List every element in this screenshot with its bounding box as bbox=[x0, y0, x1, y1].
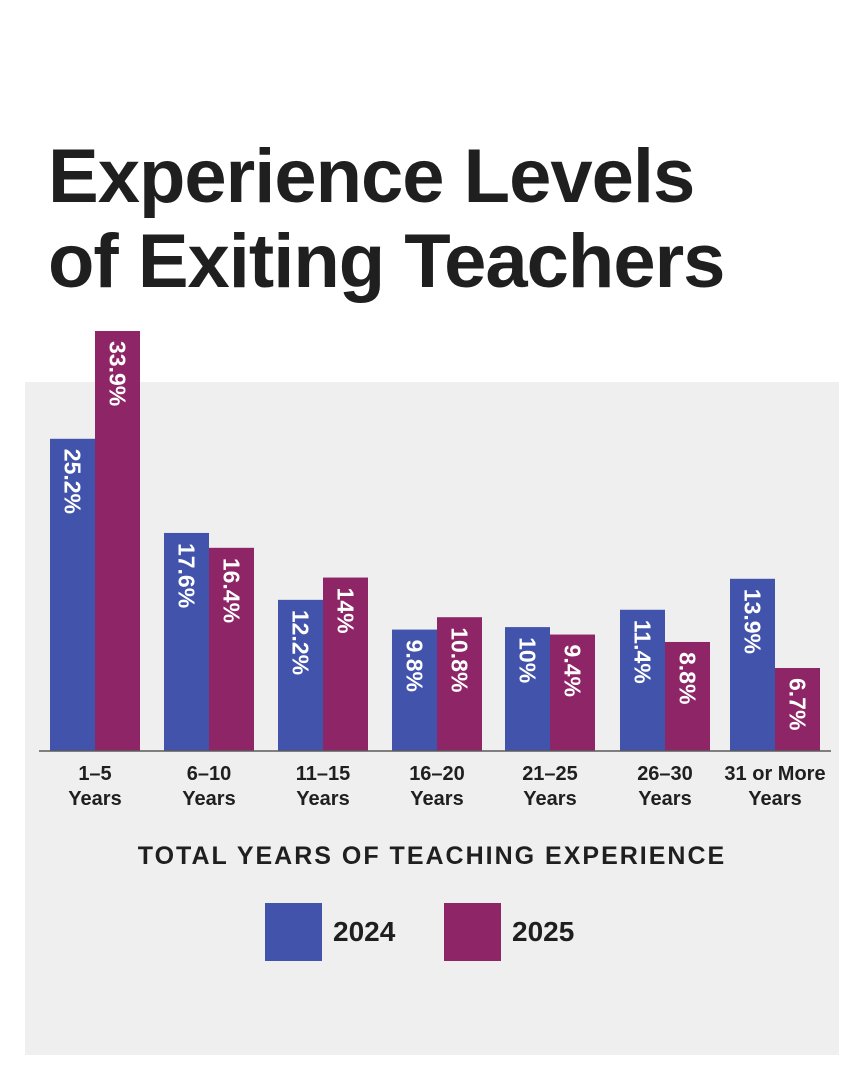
category-label-2-line-1: 11–15 bbox=[296, 763, 351, 785]
category-label-5-line-2: Years bbox=[638, 788, 691, 810]
category-label-3-line-2: Years bbox=[410, 788, 463, 810]
bar-2024-1 bbox=[164, 532, 209, 751]
chart-title-line-1: Experience Levels bbox=[48, 134, 695, 219]
bar-2024-6 bbox=[730, 578, 775, 751]
legend-item-2025: 2025 bbox=[444, 903, 574, 961]
bar-2024-4 bbox=[505, 627, 550, 751]
legend-label-2024: 2024 bbox=[333, 916, 396, 947]
legend-item-2024: 2024 bbox=[265, 903, 395, 961]
bar-2024-3 bbox=[392, 629, 437, 751]
bar-2025-5 bbox=[665, 641, 710, 751]
bar-value-label-2025-3: 10.8% bbox=[447, 627, 473, 692]
bar-2025-3 bbox=[437, 617, 482, 751]
legend-label-2025: 2025 bbox=[512, 916, 575, 947]
category-label-5-line-1: 26–30 bbox=[637, 763, 693, 785]
bar-value-label-2025-0: 33.9% bbox=[105, 341, 131, 406]
bar-value-label-2025-1: 16.4% bbox=[219, 558, 245, 623]
bar-value-label-2025-2: 14% bbox=[333, 588, 359, 634]
bar-value-label-2024-6: 13.9% bbox=[740, 589, 766, 654]
category-label-3-line-1: 16–20 bbox=[409, 763, 465, 785]
category-label-6-line-1: 31 or More bbox=[724, 763, 825, 785]
bar-2025-4 bbox=[550, 634, 595, 751]
category-label-1-line-1: 6–10 bbox=[187, 763, 232, 785]
legend-swatch-2025 bbox=[444, 903, 501, 961]
category-label-1-line-2: Years bbox=[182, 788, 235, 810]
chart-title: Experience Levels of Exiting Teachers bbox=[48, 134, 848, 304]
bar-value-label-2024-4: 10% bbox=[515, 637, 541, 683]
bar-value-label-2024-3: 9.8% bbox=[402, 640, 428, 692]
category-labels-group: 1–5 Years 6–10 Years 11–15 Years 16–20 Years 21–… bbox=[68, 763, 825, 810]
bar-value-label-2025-5: 8.8% bbox=[675, 652, 701, 704]
x-axis-label: TOTAL YEARS OF TEACHING EXPERIENCE bbox=[137, 842, 727, 870]
bar-value-label-2024-0: 25.2% bbox=[60, 449, 86, 514]
bar-value-label-2024-5: 11.4% bbox=[630, 620, 656, 684]
bar-2024-0 bbox=[50, 438, 95, 751]
category-label-2-line-2: Years bbox=[296, 788, 349, 810]
bar-2025-0 bbox=[95, 331, 140, 751]
legend-swatch-2024 bbox=[265, 903, 322, 961]
category-label-6-line-2: Years bbox=[748, 788, 801, 810]
bar-2024-5 bbox=[620, 609, 665, 751]
bar-chart: 25.2% 33.9% 17.6% 16.4% 12.2% 14% 9.8% 10.8% 10%… bbox=[39, 331, 831, 810]
bar-2025-1 bbox=[209, 547, 254, 751]
bars-group: 25.2% 33.9% 17.6% 16.4% 12.2% 14% 9.8% 10.8% 10%… bbox=[50, 331, 820, 751]
bar-2024-2 bbox=[278, 599, 323, 751]
chart-title-line-2: of Exiting Teachers bbox=[48, 219, 725, 304]
bar-value-label-2025-4: 9.4% bbox=[560, 645, 586, 697]
category-label-4-line-2: Years bbox=[523, 788, 576, 810]
category-label-0-line-1: 1–5 bbox=[78, 763, 111, 785]
bar-value-label-2024-1: 17.6% bbox=[174, 543, 200, 608]
bar-2025-6 bbox=[775, 667, 820, 751]
category-label-4-line-1: 21–25 bbox=[522, 763, 578, 785]
bar-value-label-2024-2: 12.2% bbox=[288, 610, 314, 675]
bar-2025-2 bbox=[323, 577, 368, 751]
category-label-0-line-2: Years bbox=[68, 788, 121, 810]
bar-value-label-2025-6: 6.7% bbox=[785, 678, 811, 730]
